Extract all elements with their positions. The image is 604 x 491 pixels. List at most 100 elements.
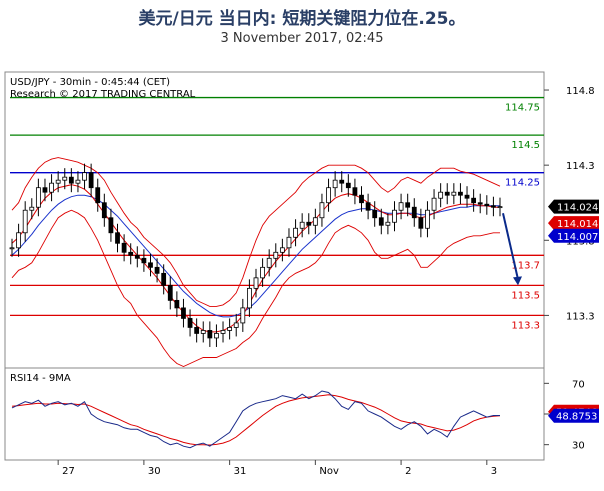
candle-body [464,194,470,199]
candle-body [286,236,292,249]
projection-line [502,213,519,280]
price-tag-box [548,216,599,231]
level-label: 113.3 [511,320,540,331]
price-tick-label: 114.8 [566,86,595,97]
candle-body [392,209,397,223]
candle-body [326,187,331,204]
candle-body [108,217,114,234]
candle-body [240,307,246,324]
candle-body [154,266,160,274]
candle-body [207,330,213,339]
page-date: 3 November 2017, 02:45 [220,31,384,46]
candle-body [68,176,74,184]
candle-body [161,272,167,286]
candle-body [484,203,490,207]
candle-body [266,257,272,268]
candle-body [398,202,404,211]
candle-body [491,205,496,208]
candle-body [293,227,298,238]
candle-body [332,179,338,189]
candle-body [247,287,252,309]
candle-body [82,172,87,181]
candle-body [273,251,279,259]
level-label: 114.25 [505,178,540,189]
candle-body [167,284,173,301]
candle-body [497,206,503,209]
candle-body [88,172,94,189]
candle-body [372,209,378,219]
candle-body [411,206,417,219]
candle-body [260,266,265,279]
candle-body [121,242,127,253]
candle-body [181,307,186,319]
level-label: 114.75 [505,103,540,114]
candle-body [405,202,411,208]
projection-arrow [502,213,522,286]
candle-body [365,202,371,211]
candle-body [378,217,384,226]
candle-body [49,182,54,193]
candle-body [227,327,233,331]
price-tag-label: 114.007 [557,232,598,243]
candle-body [55,179,61,184]
rsi-axis: 70503051.474648.8753 [544,379,599,452]
time-tick-label: 31 [234,466,247,477]
candle-body [9,247,15,250]
candle-body [194,327,200,334]
candle-body [29,206,35,211]
symbol-info: USD/JPY - 30min - 0:45:44 (CET) [10,77,170,88]
candle-body [451,191,457,196]
time-tick-label: 3 [491,466,497,477]
candle-body [187,318,193,328]
time-tick-label: 27 [62,466,75,477]
candle-body [345,182,351,189]
candle-body [214,333,219,339]
candle-body [253,277,259,289]
candle-body [22,209,28,234]
price-tick-label: 113.3 [566,311,595,322]
rsi-panel [4,367,545,461]
bollinger-upper-line [11,157,501,307]
bollinger-lower-line [11,209,500,367]
candle-body [220,330,226,334]
candle-body [148,262,153,268]
time-tick-label: 30 [148,466,161,477]
candle-body [62,176,68,181]
candle-body [438,191,444,199]
candle-body [134,254,140,259]
candle-body [431,197,437,211]
candle-body [174,299,180,309]
candle-body [95,187,101,204]
candle-body [75,179,81,184]
level-label: 113.7 [511,260,540,271]
level-label: 113.5 [511,290,540,301]
price-tags: 114.024 114.014 114.007 [548,199,599,243]
page-title: 美元/日元 当日内: 短期关键阻力位在.25。 [138,9,466,29]
projection-arrowhead [513,276,522,286]
bollinger-bands [11,157,501,367]
rsi-ma-line [11,394,501,446]
rsi-lines [11,390,501,449]
rsi-tick-label: 30 [572,441,585,452]
rsi-value-line [11,390,500,449]
candle-body [128,251,134,256]
level-label: 114.5 [511,140,540,151]
candle-body [35,187,41,208]
candle-body [471,197,477,204]
rsi-tag-box [548,408,599,423]
time-axis: 27 30 31 Nov 2 3 [57,460,497,477]
price-tag-box [548,228,599,243]
candle-body [385,221,391,226]
candle-body [359,194,364,204]
price-tag-label: 114.024 [557,203,598,214]
candle-body [418,217,424,229]
candle-body [233,322,239,328]
candle-body [425,209,430,229]
time-tick-label: Nov [319,466,339,477]
candle-body [16,232,21,249]
copyright-text: Research © 2017 TRADING CENTRAL [10,89,196,100]
candle-body [279,247,285,253]
price-tag-box [548,199,599,214]
candle-body [352,187,358,196]
